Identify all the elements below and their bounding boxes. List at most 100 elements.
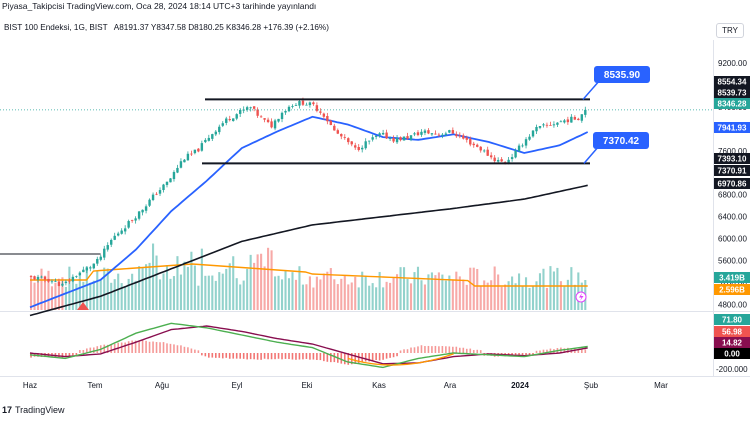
volume-bar: [490, 280, 493, 310]
candle-body: [305, 104, 308, 106]
macd-histogram-bar: [305, 353, 308, 359]
candle-body: [308, 102, 312, 106]
macd-histogram-bar: [438, 346, 440, 353]
macd-label: 0.00: [724, 350, 740, 359]
volume-bar: [573, 284, 576, 310]
volume-label: 2.596B: [719, 286, 745, 295]
candle-body: [197, 148, 200, 152]
volume-bar: [30, 275, 33, 310]
macd-histogram-bar: [295, 353, 297, 360]
candle-body: [545, 124, 549, 126]
macd-histogram-bar: [228, 353, 231, 359]
macd-histogram-bar: [385, 353, 388, 359]
volume-bar: [396, 274, 399, 310]
price-tick-label: 5200.00: [718, 279, 747, 288]
volume-bar: [155, 255, 158, 310]
candle-body: [413, 133, 416, 135]
macd-histogram-bar: [37, 353, 39, 357]
candle-body: [406, 136, 409, 139]
volume-bar: [124, 286, 127, 310]
price-label: 6970.86: [718, 180, 747, 189]
candle-body: [169, 178, 172, 183]
candle-body: [486, 149, 489, 156]
candle-body: [78, 272, 82, 276]
candle-body: [538, 125, 542, 128]
price-label-box: [714, 165, 750, 176]
volume-bar: [423, 284, 426, 310]
time-tick-label: Ara: [444, 381, 457, 390]
macd-histogram-bar: [368, 353, 370, 362]
volume-bar: [524, 277, 528, 310]
candle-body: [204, 139, 207, 143]
candle-body: [183, 159, 186, 163]
candle-body: [496, 160, 500, 162]
volume-label-box: [714, 284, 750, 295]
volume-bar: [64, 286, 67, 310]
macd-histogram-bar: [110, 344, 113, 353]
macd-histogram-bar: [86, 348, 88, 353]
candle-body: [85, 267, 89, 271]
macd-histogram-bar: [472, 350, 475, 353]
macd-histogram-bar: [406, 349, 409, 353]
macd-histogram-bar: [65, 353, 67, 358]
time-tick-label: Eki: [301, 381, 312, 390]
candle-body: [336, 130, 340, 134]
candle-body: [430, 133, 434, 135]
macd-histogram-bar: [577, 349, 580, 353]
macd-histogram-bar: [532, 353, 534, 356]
volume-bar: [82, 281, 85, 310]
price-tick-label: 6800.00: [718, 191, 747, 200]
macd-histogram-bar: [124, 342, 126, 353]
macd-histogram-bar: [145, 340, 147, 353]
candle-body: [256, 109, 259, 116]
volume-bar: [253, 262, 256, 310]
volume-bar: [214, 280, 217, 310]
volume-bar: [531, 285, 535, 310]
candle-body: [510, 157, 514, 160]
candle-body: [409, 135, 413, 140]
macd-histogram-bar: [427, 345, 430, 353]
volume-bar: [430, 272, 433, 310]
long-ma-line: [29, 184, 588, 317]
currency-button[interactable]: TRY: [716, 23, 744, 38]
volume-bar: [441, 274, 444, 310]
macd-orange-line: [347, 353, 454, 366]
macd-histogram-bar: [445, 346, 447, 353]
candle-body: [566, 119, 570, 123]
volume-bar: [420, 280, 423, 310]
candle-body: [61, 283, 64, 286]
candle-body: [235, 114, 238, 119]
volume-bar: [61, 277, 64, 310]
volume-bar: [225, 268, 228, 310]
macd-histogram-bar: [208, 353, 210, 358]
macd-histogram-bar: [204, 353, 207, 357]
time-tick-label: Tem: [87, 381, 102, 390]
volume-bar: [36, 276, 40, 310]
macd-histogram-bar: [431, 346, 433, 353]
symbol-name[interactable]: BIST 100 Endeksi, 1G, BIST: [4, 23, 108, 32]
volume-bar: [40, 268, 43, 310]
candle-body: [207, 137, 211, 141]
macd-histogram-bar: [106, 344, 109, 353]
candle-body: [347, 138, 350, 143]
macd-histogram-bar: [448, 346, 451, 353]
candle-body: [134, 218, 137, 221]
volume-bar: [458, 276, 461, 310]
candle-body: [570, 116, 573, 123]
candle-body: [116, 233, 120, 236]
time-tick-label: Ağu: [155, 381, 169, 390]
macd-histogram-bar: [173, 344, 175, 353]
candle-body: [350, 141, 353, 145]
macd-histogram-bar: [462, 347, 465, 353]
volume-bar: [437, 272, 440, 310]
macd-histogram-bar: [72, 353, 74, 356]
candle-body: [190, 153, 193, 155]
volume-bar: [232, 256, 235, 310]
macd-histogram-bar: [581, 348, 583, 353]
short-ma-line: [29, 115, 589, 309]
candle-body: [214, 131, 217, 135]
volume-bar: [566, 279, 569, 310]
volume-bar: [141, 267, 144, 310]
macd-histogram-bar: [316, 353, 318, 361]
